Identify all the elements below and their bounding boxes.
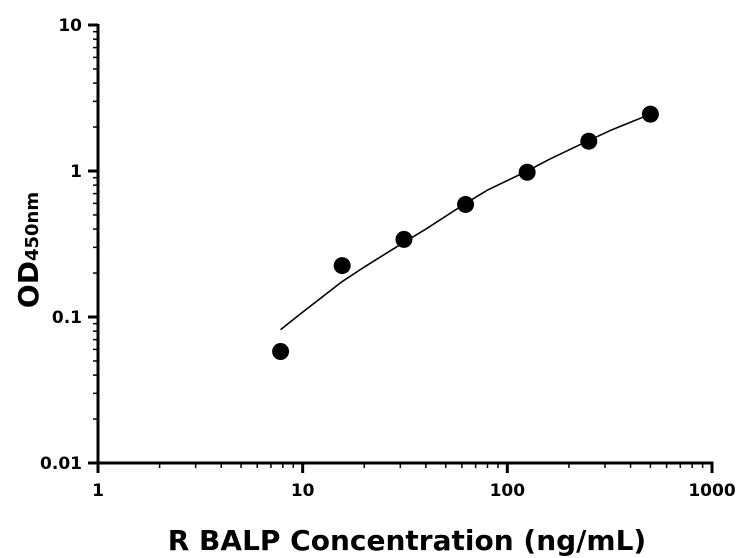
x-tick-label: 100 xyxy=(490,481,526,501)
x-axis-title: R BALP Concentration (ng/mL) xyxy=(168,524,646,557)
y-tick-label: 0.1 xyxy=(52,308,82,328)
y-axis-title-main: OD xyxy=(12,261,45,308)
y-axis-ticks: 0.01 0.1 1 10 xyxy=(40,16,98,474)
data-point xyxy=(580,132,598,150)
axes xyxy=(96,24,714,465)
data-point xyxy=(457,195,475,213)
data-points xyxy=(272,105,659,361)
data-point xyxy=(333,257,351,275)
x-axis-ticks: 1 10 100 1000 xyxy=(92,463,736,501)
data-point xyxy=(641,105,659,123)
y-axis-title-sub: 450nm xyxy=(22,192,43,261)
y-axis-title: OD450nm xyxy=(12,192,45,308)
x-tick-label: 1 xyxy=(92,481,104,501)
y-tick-label: 0.01 xyxy=(40,454,82,474)
data-point xyxy=(272,343,290,361)
x-tick-label: 1000 xyxy=(688,481,735,501)
data-point xyxy=(518,163,536,181)
x-tick-label: 10 xyxy=(291,481,315,501)
y-tick-label: 1 xyxy=(70,162,82,182)
y-tick-label: 10 xyxy=(58,16,82,36)
data-point xyxy=(395,230,413,248)
